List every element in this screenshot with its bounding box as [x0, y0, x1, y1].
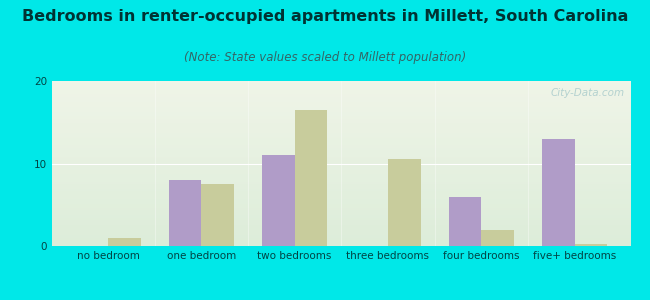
Text: (Note: State values scaled to Millett population): (Note: State values scaled to Millett po… [184, 51, 466, 64]
Bar [575, 244, 607, 246]
Text: City-Data.com: City-Data.com [551, 88, 625, 98]
Bar [262, 155, 294, 246]
Bar [448, 196, 481, 246]
Bar [542, 139, 575, 246]
Bar [168, 180, 202, 246]
Bar [294, 110, 327, 246]
Bar [202, 184, 234, 246]
Text: Bedrooms in renter-occupied apartments in Millett, South Carolina: Bedrooms in renter-occupied apartments i… [22, 9, 628, 24]
Bar [108, 238, 140, 246]
Bar [388, 159, 421, 246]
Bar [481, 230, 514, 246]
